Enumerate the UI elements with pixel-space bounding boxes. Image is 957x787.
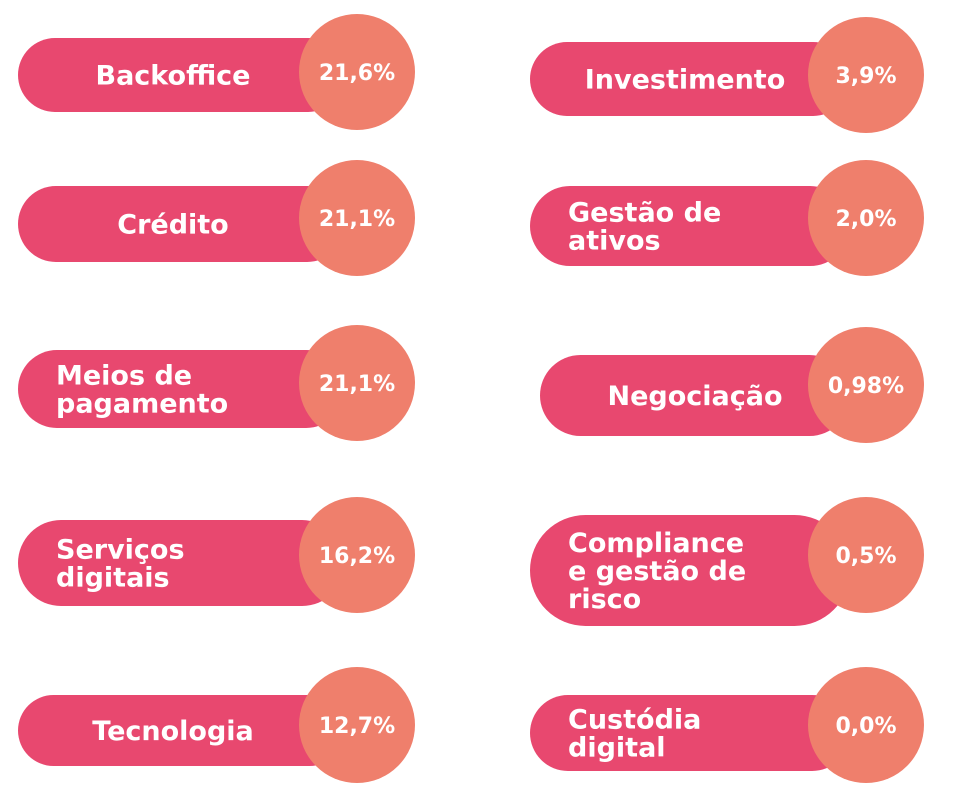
label: Meios de <box>56 361 192 392</box>
value-circle <box>808 497 924 613</box>
value-circle <box>299 497 415 613</box>
pill <box>530 186 850 266</box>
label: risco <box>568 584 641 615</box>
pill <box>18 186 345 262</box>
value-circle <box>299 14 415 130</box>
value-circle <box>299 667 415 783</box>
label: Custódia <box>568 705 701 736</box>
value: 2,0% <box>835 207 896 232</box>
value-circle <box>808 17 924 133</box>
pill <box>530 42 850 116</box>
label: Crédito <box>117 210 228 241</box>
pill <box>530 695 850 771</box>
label: e gestão de <box>568 556 746 587</box>
label: Serviços <box>56 535 185 566</box>
label: pagamento <box>56 389 228 420</box>
value: 12,7% <box>319 714 395 739</box>
value: 3,9% <box>835 64 896 89</box>
value-circle <box>808 160 924 276</box>
pill <box>18 695 345 766</box>
pill <box>540 355 850 436</box>
pill <box>18 38 345 112</box>
label: digital <box>568 733 666 764</box>
label: Negociação <box>607 381 782 412</box>
value: 16,2% <box>319 544 395 569</box>
value-circle <box>299 160 415 276</box>
label: digitais <box>56 563 170 594</box>
pill <box>18 350 345 428</box>
value: 0,0% <box>835 714 896 739</box>
value: 21,6% <box>319 61 395 86</box>
value: 0,5% <box>835 544 896 569</box>
label: Tecnologia <box>92 716 254 747</box>
label: ativos <box>568 226 661 257</box>
value: 21,1% <box>319 207 395 232</box>
label: Gestão de <box>568 198 721 229</box>
label: Backoffice <box>95 61 250 92</box>
value-circle <box>808 667 924 783</box>
pill <box>18 520 345 606</box>
value: 21,1% <box>319 372 395 397</box>
value: 0,98% <box>828 374 904 399</box>
value-circle <box>808 327 924 443</box>
label: Compliance <box>568 528 744 559</box>
pill <box>530 515 850 626</box>
value-circle <box>299 325 415 441</box>
label: Investimento <box>585 65 786 96</box>
